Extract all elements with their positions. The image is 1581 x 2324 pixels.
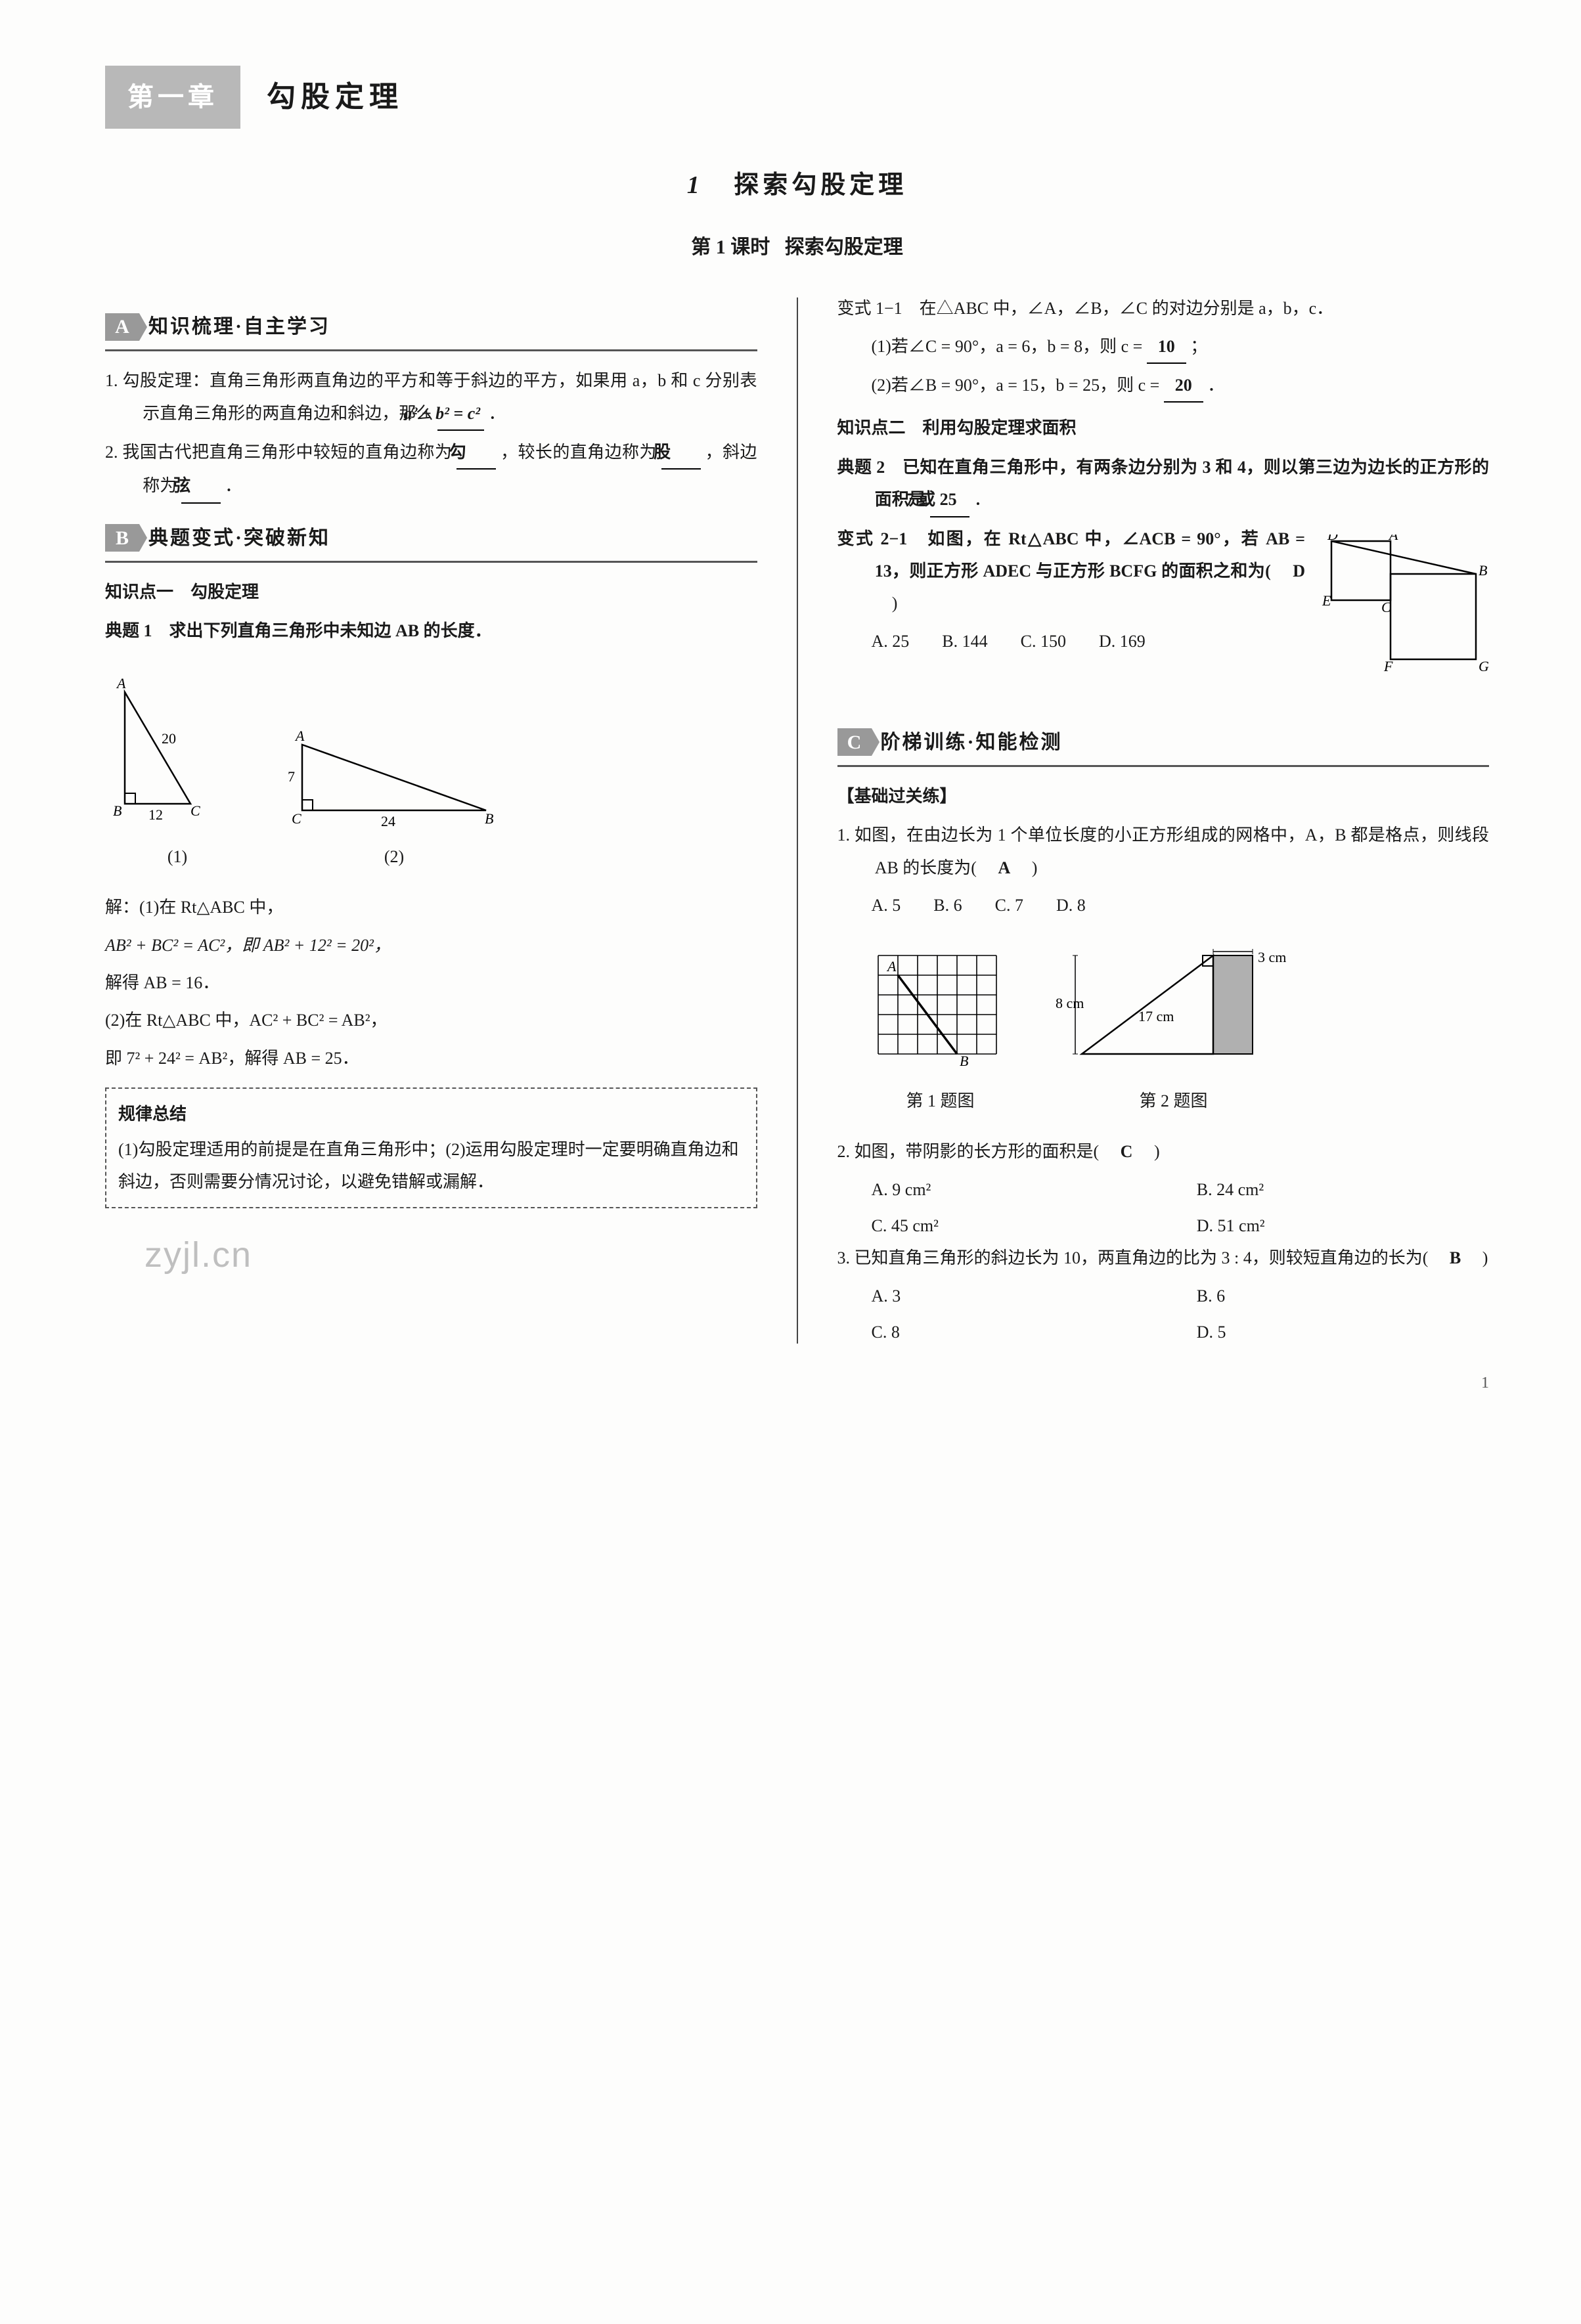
q2-B: B. 24 cm²: [1197, 1173, 1489, 1206]
blank-gou: 勾: [456, 436, 496, 470]
blank-xian: 弦: [181, 470, 221, 503]
var1-1-1: (1)若∠C = 90°，a = 6，b = 8，则 c = 10 ；: [837, 330, 1490, 364]
var2-1-wrap: 变式 2−1 如图，在 Rt△ABC 中，∠ACB = 90°，若 AB = 1…: [837, 523, 1490, 708]
sol2-l1: (2)在 Rt△ABC 中，AC² + BC² = AB²，: [105, 1004, 757, 1036]
rule-title: 规律总结: [118, 1098, 744, 1130]
q1: 1. 如图，在由边长为 1 个单位长度的小正方形组成的网格中，A，B 都是格点，…: [837, 819, 1490, 884]
ex1-figures: A B C 20 12 (1) A C B 7 24 (2): [105, 661, 757, 885]
var2-1-options: A. 25 B. 144 C. 150 D. 169: [837, 625, 1306, 657]
opt-A: A. 25: [872, 625, 910, 657]
opt-B: B. 144: [942, 625, 987, 657]
svg-text:12: 12: [148, 806, 163, 823]
blank-c10: 10: [1147, 330, 1186, 364]
chapter-header: 第一章 勾股定理: [105, 66, 1489, 129]
fig-squares: D A E C B F G: [1318, 535, 1489, 696]
svg-text:20: 20: [162, 730, 176, 747]
q3-A: A. 3: [872, 1280, 1164, 1312]
q1-D: D. 8: [1056, 889, 1086, 921]
q3-C: C. 8: [872, 1316, 1164, 1348]
svg-text:B: B: [485, 810, 493, 827]
var1-1-2: (2)若∠B = 90°，a = 15，b = 25，则 c = 20 ．: [837, 369, 1490, 403]
svg-text:A: A: [1388, 535, 1398, 543]
q3: 3. 已知直角三角形的斜边长为 10，两直角边的比为 3 : 4，则较短直角边的…: [837, 1242, 1490, 1274]
fig-q2: 8 cm 17 cm 3 cm 第 2 题图: [1056, 942, 1292, 1117]
block-C-head: C 阶梯训练·知能检测: [837, 724, 1490, 767]
svg-text:F: F: [1383, 658, 1393, 674]
svg-text:D: D: [1327, 535, 1338, 543]
q1-options: A. 5 B. 6 C. 7 D. 8: [837, 889, 1490, 921]
q1-C: C. 7: [995, 889, 1023, 921]
kp2: 知识点二 利用勾股定理求面积: [837, 412, 1490, 444]
left-column: A 知识梳理·自主学习 1. 勾股定理：直角三角形两直角边的平方和等于斜边的平方…: [105, 292, 757, 1348]
svg-text:G: G: [1479, 658, 1489, 674]
fig-triangle-2: A C B 7 24 (2): [282, 718, 506, 873]
q2-A: A. 9 cm²: [872, 1173, 1164, 1206]
q2-options: A. 9 cm² B. 24 cm² C. 45 cm² D. 51 cm²: [837, 1173, 1490, 1242]
fig-q1: AB 第 1 题图: [872, 949, 1010, 1117]
chapter-chip: 第一章: [105, 66, 240, 129]
block-title-A: 知识梳理·自主学习: [148, 308, 330, 345]
svg-text:24: 24: [381, 813, 395, 829]
svg-text:B: B: [1479, 562, 1487, 579]
A-item2: 2. 我国古代把直角三角形中较短的直角边称为 勾 ，较长的直角边称为 股 ，斜边…: [105, 436, 757, 504]
svg-text:7: 7: [288, 768, 295, 785]
svg-text:E: E: [1322, 592, 1331, 609]
q3-D: D. 5: [1197, 1316, 1489, 1348]
right-column: 变式 1−1 在△ABC 中，∠A，∠B，∠C 的对边分别是 a，b，c． (1…: [837, 292, 1490, 1348]
svg-text:C: C: [1381, 599, 1391, 615]
block-letter-C: C: [837, 728, 872, 756]
C-sub: 【基础过关练】: [837, 780, 1490, 812]
sol1-l1: 解：(1)在 Rt△ABC 中，: [105, 891, 757, 923]
watermark: zyjl.cn: [145, 1221, 757, 1289]
svg-text:B: B: [113, 802, 122, 819]
q2-D: D. 51 cm²: [1197, 1210, 1489, 1242]
svg-text:B: B: [960, 1053, 968, 1069]
svg-text:3 cm: 3 cm: [1258, 949, 1286, 965]
opt-C: C. 150: [1021, 625, 1066, 657]
rule-box: 规律总结 (1)勾股定理适用的前提是在直角三角形中；(2)运用勾股定理时一定要明…: [105, 1087, 757, 1208]
opt-D: D. 169: [1099, 625, 1146, 657]
block-title-B: 典题变式·突破新知: [148, 519, 330, 557]
A-item1: 1. 勾股定理：直角三角形两直角边的平方和等于斜边的平方，如果用 a，b 和 c…: [105, 364, 757, 431]
svg-text:17 cm: 17 cm: [1138, 1008, 1174, 1024]
svg-text:A: A: [116, 675, 126, 691]
section-title: 1 探索勾股定理: [105, 162, 1489, 209]
var2-1: 变式 2−1 如图，在 Rt△ABC 中，∠ACB = 90°，若 AB = 1…: [837, 523, 1306, 620]
page-number: 1: [105, 1369, 1489, 1399]
blank-a2b2c2: a² + b² = c²: [437, 397, 484, 431]
q2: 2. 如图，带阴影的长方形的面积是( C ): [837, 1135, 1490, 1168]
q1-q2-figs: AB 第 1 题图 8 cm 17 cm 3 cm 第 2 题图: [872, 931, 1490, 1129]
svg-text:A: A: [886, 958, 897, 975]
q2-C: C. 45 cm²: [872, 1210, 1164, 1242]
kp1: 知识点一 勾股定理: [105, 576, 757, 608]
q1-A: A. 5: [872, 889, 901, 921]
svg-text:C: C: [190, 802, 200, 819]
lesson-title: 第 1 课时 探索勾股定理: [105, 229, 1489, 266]
blank-7or25: 7 或 25: [930, 483, 969, 517]
q3-options: A. 3 B. 6 C. 8 D. 5: [837, 1280, 1490, 1349]
svg-text:C: C: [292, 810, 301, 827]
blank-gu: 股: [661, 436, 701, 470]
chapter-title: 勾股定理: [267, 70, 403, 125]
svg-text:8 cm: 8 cm: [1056, 995, 1084, 1011]
sol1-l2: AB² + BC² = AC²，即 AB² + 12² = 20²，: [105, 929, 757, 961]
block-title-C: 阶梯训练·知能检测: [881, 724, 1063, 761]
block-letter-B: B: [105, 524, 139, 552]
q1-B: B. 6: [933, 889, 962, 921]
q3-B: B. 6: [1197, 1280, 1489, 1312]
sol2-l2: 即 7² + 24² = AB²，解得 AB = 25．: [105, 1042, 757, 1074]
column-divider: [797, 297, 798, 1343]
rule-body: (1)勾股定理适用的前提是在直角三角形中；(2)运用勾股定理时一定要明确直角边和…: [118, 1133, 744, 1198]
svg-text:A: A: [294, 728, 305, 744]
var1-1: 变式 1−1 在△ABC 中，∠A，∠B，∠C 的对边分别是 a，b，c．: [837, 292, 1490, 324]
blank-c20: 20: [1164, 369, 1203, 403]
sol1-l3: 解得 AB = 16．: [105, 967, 757, 999]
block-A-head: A 知识梳理·自主学习: [105, 308, 757, 351]
block-B-head: B 典题变式·突破新知: [105, 519, 757, 563]
block-letter-A: A: [105, 313, 139, 341]
ex1: 典题 1 求出下列直角三角形中未知边 AB 的长度．: [105, 615, 757, 647]
fig-triangle-1: A B C 20 12 (1): [105, 672, 250, 873]
ex2: 典题 2 已知在直角三角形中，有两条边分别为 3 和 4，则以第三边为边长的正方…: [837, 451, 1490, 517]
